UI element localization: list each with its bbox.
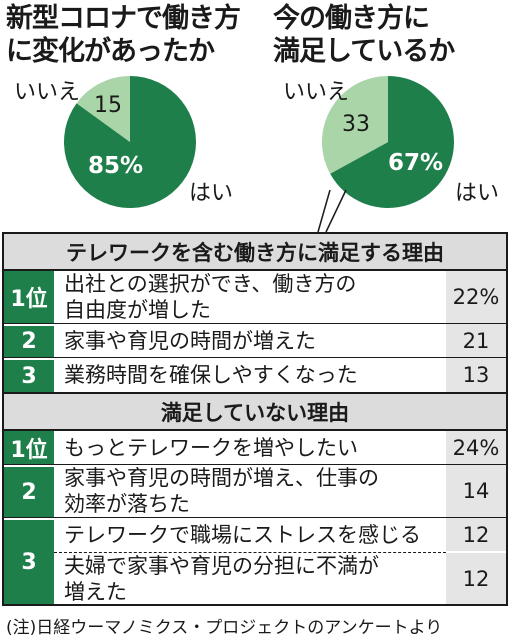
table-row: 夫婦で家事や育児の分担に不満が 増えた 12 — [4, 553, 506, 604]
chart-title-right: 今の働き方に 満足しているか — [273, 3, 455, 67]
pie-slice-no — [76, 76, 130, 142]
rank-cell: 3 — [4, 358, 54, 392]
section-heading-unsatisfied: 満足していない理由 — [4, 394, 506, 431]
pie-right-yes-label: はい — [455, 181, 500, 206]
pie-slice-yes — [330, 76, 455, 208]
section-heading-satisfied: テレワークを含む働き方に満足する理由 — [4, 234, 506, 271]
value-cell: 12 — [446, 518, 506, 551]
callout-line — [317, 189, 331, 233]
reason-cell: 夫婦で家事や育児の分担に不満が 増えた — [64, 553, 379, 604]
callout-line — [325, 189, 347, 233]
value-cell: 21 — [446, 324, 506, 357]
pie-left-no-value: 15 — [94, 93, 122, 118]
reason-cell: もっとテレワークを増やしたい — [64, 435, 358, 460]
pie-right-yes-value: 67% — [388, 150, 444, 176]
reason-cell: 業務時間を確保しやすくなった — [64, 363, 358, 387]
pie-left-yes-value: 85% — [88, 153, 144, 179]
table-row: 1位 出社との選択ができ、働き方の 自由度が増した 22% — [4, 271, 506, 324]
reason-cell: 家事や育児の時間が増えた — [64, 328, 316, 353]
value-cell: 24% — [446, 431, 506, 464]
pie-slice-yes — [64, 76, 197, 208]
reason-cell: 家事や育児の時間が増え、仕事の 効率が落ちた — [64, 466, 379, 516]
pie-slice-no — [321, 76, 388, 174]
table-row: 1位 もっとテレワークを増やしたい 24% — [4, 431, 506, 465]
rank-cell: 3 — [4, 518, 54, 604]
reason-cell: 出社との選択ができ、働き方の 自由度が増した — [64, 272, 357, 322]
pie-chart-left — [64, 76, 197, 208]
table-row: 3 業務時間を確保しやすくなった 13 — [4, 358, 506, 394]
rank-cell: 1位 — [4, 431, 54, 464]
table-row: 2 家事や育児の時間が増えた 21 — [4, 324, 506, 358]
reason-cell: テレワークで職場にストレスを感じる — [64, 522, 421, 547]
pie-left-no-label: いいえ — [14, 80, 81, 105]
table-row: テレワークで職場にストレスを感じる 12 — [4, 518, 506, 551]
rank-cell: 2 — [4, 324, 54, 357]
rank-cell: 2 — [4, 465, 54, 517]
dashed-divider — [54, 552, 446, 553]
chart-title-left: 新型コロナで働き方 に変化があったか — [6, 3, 241, 67]
reasons-table: テレワークを含む働き方に満足する理由 1位 出社との選択ができ、働き方の 自由度… — [2, 232, 508, 606]
value-cell: 12 — [446, 553, 506, 604]
pie-chart-right — [321, 76, 455, 208]
value-cell: 14 — [446, 465, 506, 517]
rank-cell: 1位 — [4, 271, 54, 323]
pie-charts — [64, 76, 455, 233]
value-cell: 13 — [446, 358, 506, 392]
value-cell: 22% — [446, 271, 506, 323]
pie-right-no-label: いいえ — [283, 80, 350, 105]
pie-right-no-value: 33 — [342, 112, 370, 137]
source-note: (注)日経ウーマノミクス・プロジェクトのアンケートより — [6, 618, 443, 638]
table-row: 2 家事や育児の時間が増え、仕事の 効率が落ちた 14 — [4, 465, 506, 518]
pie-left-yes-label: はい — [189, 181, 234, 206]
